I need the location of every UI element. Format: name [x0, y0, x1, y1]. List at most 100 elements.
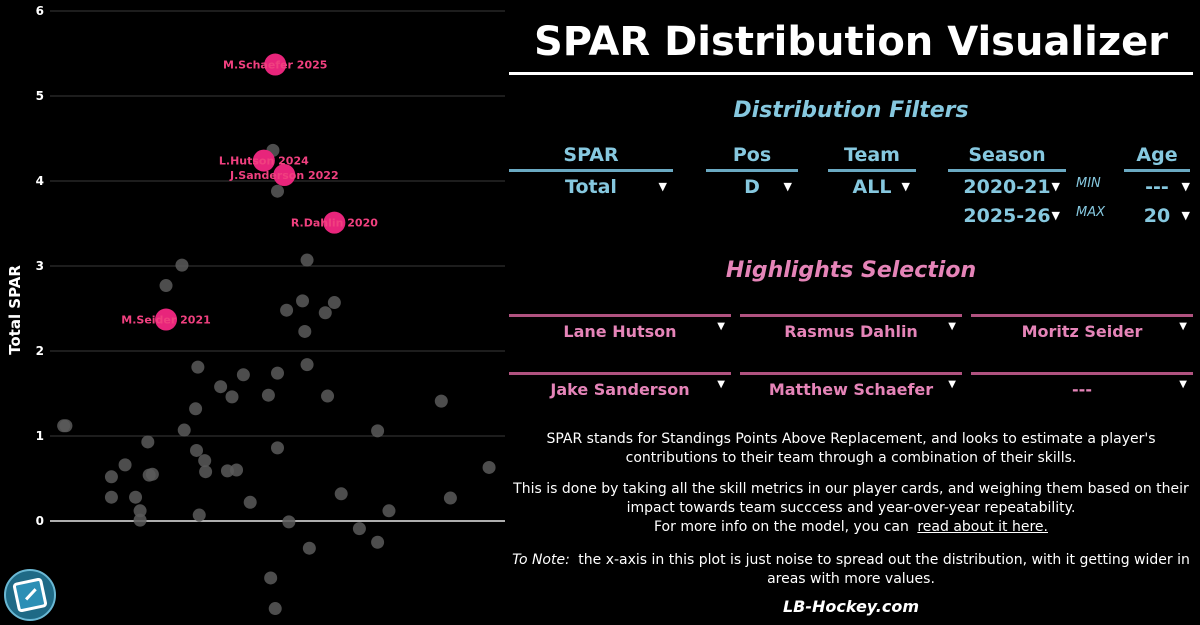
scatter-point [300, 253, 314, 267]
highlight-point[interactable] [155, 308, 178, 331]
highlight-slot-3[interactable]: Moritz Seider ▼ [971, 314, 1193, 341]
highlight-slot-value: Matthew Schaefer [768, 380, 934, 399]
y-tick-label: 2 [36, 344, 44, 358]
scatter-point [192, 508, 206, 522]
scatter-point [145, 467, 159, 481]
filter-spar-label: SPAR [509, 142, 673, 172]
scatter-point [300, 358, 314, 372]
filter-pos-label: Pos [706, 142, 798, 172]
y-tick-label: 3 [36, 259, 44, 273]
pos-dropdown-value: D [744, 176, 760, 198]
highlight-slot-4[interactable]: Jake Sanderson ▼ [509, 372, 731, 399]
scatter-point [327, 296, 341, 310]
filter-team: Team ALL ▼ [828, 142, 916, 200]
highlight-slot-2[interactable]: Rasmus Dahlin ▼ [740, 314, 962, 341]
page-title: SPAR Distribution Visualizer [533, 19, 1169, 65]
chevron-down-icon: ▼ [1181, 180, 1190, 193]
highlights-selection-heading: Highlights Selection [725, 258, 977, 283]
lb-hockey-logo-icon[interactable] [4, 569, 56, 621]
scatter-point [271, 184, 284, 198]
note-block: To Note: the x-axis in this plot is just… [509, 551, 1193, 589]
y-tick-label: 5 [36, 89, 44, 103]
max-label: MAX [1076, 205, 1106, 220]
scatter-point [199, 465, 213, 479]
min-label: MIN [1076, 176, 1101, 191]
scatter-point [129, 490, 143, 504]
scatter-point [296, 294, 310, 308]
season-min-dropdown[interactable]: 2020-21 ▼ [948, 174, 1066, 200]
scatter-point [271, 366, 284, 380]
scatter-point [321, 389, 335, 403]
scatter-point [302, 541, 316, 555]
highlight-slot-value: Lane Hutson [563, 322, 677, 341]
scatter-point [434, 394, 448, 408]
scatter-point [133, 513, 147, 527]
pos-dropdown[interactable]: D ▼ [706, 174, 798, 200]
age-min-dropdown[interactable]: --- ▼ [1124, 174, 1190, 200]
filter-season: Season 2020-21 ▼ 2025-26 ▼ [948, 142, 1066, 229]
scatter-point [191, 360, 205, 374]
scatter-point [59, 419, 73, 433]
scatter-point [141, 435, 155, 449]
chevron-down-icon: ▼ [901, 180, 910, 193]
filter-season-label: Season [948, 142, 1066, 172]
scatter-point [177, 423, 191, 437]
distribution-filters-heading: Distribution Filters [733, 98, 969, 123]
scatter-point [371, 535, 385, 549]
highlight-point[interactable] [323, 211, 346, 234]
y-tick-label: 6 [36, 4, 44, 18]
highlight-point-label: R.Dahlin 2020 [291, 217, 378, 230]
scatter-point [268, 602, 282, 616]
highlight-slot-6[interactable]: --- ▼ [971, 372, 1193, 399]
more-info-text: For more info on the model, you can [654, 519, 909, 535]
chevron-down-icon: ▼ [1051, 180, 1060, 193]
scatter-point [159, 279, 173, 293]
chevron-down-icon: ▼ [948, 379, 956, 390]
highlight-point-label: J.Sanderson 2022 [229, 169, 339, 182]
season-min-value: 2020-21 [963, 176, 1051, 198]
highlight-point-label: M.Schaefer 2025 [223, 59, 327, 72]
scatter-point [104, 490, 118, 504]
y-tick-label: 0 [36, 514, 44, 528]
highlight-slot-1[interactable]: Lane Hutson ▼ [509, 314, 731, 341]
scatter-point [282, 515, 296, 529]
scatter-point [225, 390, 239, 404]
age-max-dropdown[interactable]: 20 ▼ [1124, 203, 1190, 229]
scatter-point [118, 458, 132, 472]
highlight-slot-value: Jake Sanderson [550, 380, 690, 399]
highlight-point[interactable] [252, 149, 275, 172]
season-max-dropdown[interactable]: 2025-26 ▼ [948, 203, 1066, 229]
highlight-slot-5[interactable]: Matthew Schaefer ▼ [740, 372, 962, 399]
scatter-point [198, 454, 212, 468]
highlight-point[interactable] [264, 53, 287, 76]
spar-dropdown[interactable]: Total ▼ [509, 174, 673, 200]
scatter-point [175, 258, 189, 272]
note-text: the x-axis in this plot is just noise to… [578, 552, 1190, 587]
team-dropdown[interactable]: ALL ▼ [828, 174, 916, 200]
highlight-point[interactable] [273, 164, 296, 187]
scatter-point [443, 491, 457, 505]
filter-spar: SPAR Total ▼ [509, 142, 673, 200]
chevron-down-icon: ▼ [717, 321, 725, 332]
scatter-point [371, 424, 385, 438]
scatter-point [133, 504, 147, 518]
spar-scatter-chart: 0 1 2 3 4 5 6 M.Schaefer 2025 L.Hutson 2024J.Sa… [6, 4, 505, 616]
age-max-value: 20 [1143, 205, 1171, 227]
chevron-down-icon: ▼ [783, 180, 792, 193]
scatter-point [189, 402, 203, 416]
team-dropdown-value: ALL [852, 176, 892, 198]
scatter-point [352, 522, 366, 536]
chevron-down-icon: ▼ [717, 379, 725, 390]
filter-pos: Pos D ▼ [706, 142, 798, 200]
y-axis-label: Total SPAR [6, 265, 24, 355]
spar-description: SPAR stands for Standings Points Above R… [546, 431, 1156, 466]
chevron-down-icon: ▼ [658, 180, 667, 193]
site-footer[interactable]: LB-Hockey.com [782, 597, 919, 616]
more-info-line: For more info on the model, you can read… [509, 518, 1193, 537]
season-max-value: 2025-26 [963, 205, 1051, 227]
chevron-down-icon: ▼ [948, 321, 956, 332]
scatter-point [318, 306, 332, 320]
highlight-point-label: M.Seider 2021 [121, 314, 210, 327]
read-more-link[interactable]: read about it here. [917, 519, 1048, 535]
note-label: To Note: [512, 552, 570, 568]
